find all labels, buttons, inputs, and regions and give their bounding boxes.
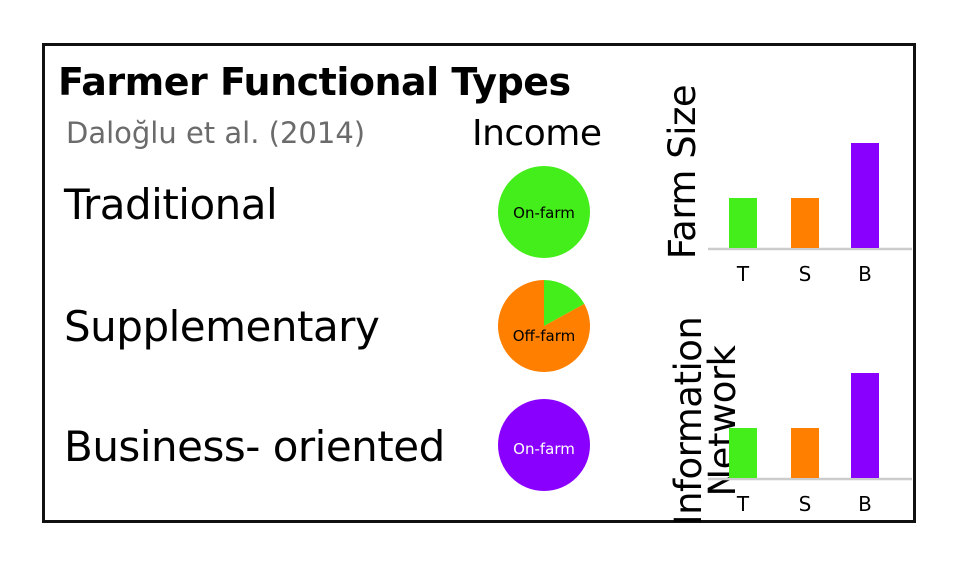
farm-size-axis-label: Farm Size: [661, 84, 704, 260]
income-label-traditional: On-farm: [513, 204, 575, 222]
income-pie-supplementary: Off-farm: [498, 280, 590, 372]
figure-title: Farmer Functional Types: [58, 60, 571, 104]
x-tick-label: B: [858, 262, 872, 286]
bar-S: [791, 428, 819, 478]
x-tick-label: S: [799, 262, 812, 286]
income-label-supplementary: Off-farm: [513, 327, 576, 345]
income-pie-business-oriented: On-farm: [498, 399, 590, 491]
x-tick-label: T: [736, 492, 750, 516]
type-label-supplementary: Supplementary: [64, 302, 380, 351]
bar-B: [851, 373, 879, 478]
type-label-business-oriented: Business- oriented: [64, 422, 445, 471]
income-label-business-oriented: On-farm: [513, 440, 575, 458]
bar-T: [729, 198, 757, 248]
x-tick-label: S: [799, 492, 812, 516]
pie-slice: [544, 280, 585, 326]
type-label-traditional: Traditional: [64, 180, 278, 229]
bar-S: [791, 198, 819, 248]
pie-slice: [498, 280, 590, 372]
bar-B: [851, 143, 879, 248]
x-tick-label: B: [858, 492, 872, 516]
pie-slice: [498, 166, 590, 258]
figure-frame: [42, 43, 916, 523]
bar-T: [729, 428, 757, 478]
pie-slice: [498, 399, 590, 491]
citation: Daloğlu et al. (2014): [66, 116, 366, 150]
income-header: Income: [472, 113, 602, 154]
x-tick-label: T: [736, 262, 750, 286]
income-pie-traditional: On-farm: [498, 166, 590, 258]
